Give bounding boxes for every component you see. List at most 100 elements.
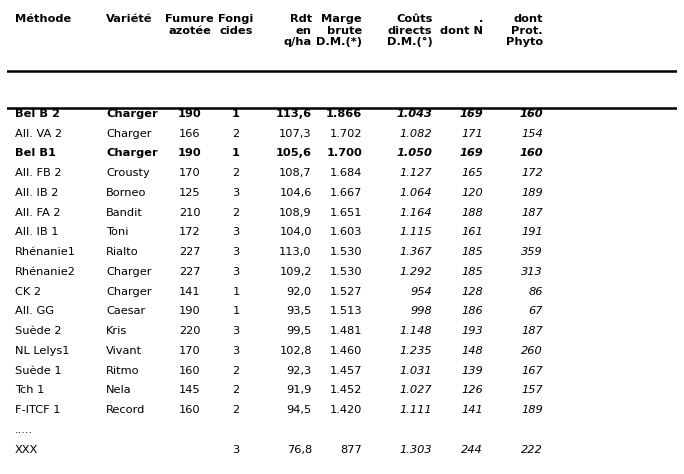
- Text: 3: 3: [233, 445, 239, 455]
- Text: 1.527: 1.527: [330, 287, 362, 297]
- Text: 102,8: 102,8: [279, 346, 312, 356]
- Text: Variété: Variété: [106, 14, 153, 24]
- Text: 165: 165: [461, 168, 483, 178]
- Text: Marge
brute
D.M.(*): Marge brute D.M.(*): [316, 14, 362, 47]
- Text: 220: 220: [179, 326, 200, 336]
- Text: 3: 3: [233, 326, 239, 336]
- Text: 169: 169: [459, 148, 483, 158]
- Text: 1.164: 1.164: [400, 208, 432, 218]
- Text: 141: 141: [179, 287, 200, 297]
- Text: XXX: XXX: [15, 445, 38, 455]
- Text: 170: 170: [179, 346, 200, 356]
- Text: Charger: Charger: [106, 148, 158, 158]
- Text: 1.235: 1.235: [400, 346, 432, 356]
- Text: 1.651: 1.651: [330, 208, 362, 218]
- Text: 109,2: 109,2: [279, 267, 312, 277]
- Text: 188: 188: [461, 208, 483, 218]
- Text: 1.481: 1.481: [330, 326, 362, 336]
- Text: 190: 190: [178, 148, 202, 158]
- Text: Fongi
cides: Fongi cides: [218, 14, 254, 36]
- Text: 1.082: 1.082: [400, 128, 432, 138]
- Text: .
dont N: . dont N: [440, 14, 483, 36]
- Text: 108,7: 108,7: [279, 168, 312, 178]
- Text: 1.603: 1.603: [330, 228, 362, 237]
- Text: Rdt
en
q/ha: Rdt en q/ha: [284, 14, 312, 47]
- Text: 92,3: 92,3: [287, 365, 312, 375]
- Text: 128: 128: [461, 287, 483, 297]
- Text: Coûts
directs
D.M.(°): Coûts directs D.M.(°): [386, 14, 432, 47]
- Text: 3: 3: [233, 247, 239, 257]
- Text: 1.460: 1.460: [330, 346, 362, 356]
- Text: 108,9: 108,9: [279, 208, 312, 218]
- Text: Bel B1: Bel B1: [15, 148, 56, 158]
- Text: 93,5: 93,5: [287, 306, 312, 316]
- Text: 113,6: 113,6: [276, 109, 312, 119]
- Text: 186: 186: [461, 306, 483, 316]
- Text: 104,6: 104,6: [280, 188, 312, 198]
- Text: 99,5: 99,5: [287, 326, 312, 336]
- Text: 1.292: 1.292: [400, 267, 432, 277]
- Text: Vivant: Vivant: [106, 346, 142, 356]
- Text: Méthode: Méthode: [15, 14, 71, 24]
- Text: 167: 167: [521, 365, 543, 375]
- Text: 120: 120: [461, 188, 483, 198]
- Text: Charger: Charger: [106, 109, 158, 119]
- Text: 3: 3: [233, 188, 239, 198]
- Text: 1.702: 1.702: [330, 128, 362, 138]
- Text: 160: 160: [519, 109, 543, 119]
- Text: Charger: Charger: [106, 267, 152, 277]
- Text: Tch 1: Tch 1: [15, 385, 44, 395]
- Text: 1.031: 1.031: [400, 365, 432, 375]
- Text: 1.457: 1.457: [330, 365, 362, 375]
- Text: 172: 172: [179, 228, 200, 237]
- Text: Charger: Charger: [106, 128, 152, 138]
- Text: 1.452: 1.452: [330, 385, 362, 395]
- Text: Rhénanie2: Rhénanie2: [15, 267, 76, 277]
- Text: All. GG: All. GG: [15, 306, 54, 316]
- Text: 227: 227: [179, 267, 200, 277]
- Text: 113,0: 113,0: [279, 247, 312, 257]
- Text: 172: 172: [521, 168, 543, 178]
- Text: 190: 190: [178, 109, 202, 119]
- Text: 1: 1: [233, 306, 239, 316]
- Text: 954: 954: [411, 287, 432, 297]
- Text: .....: .....: [15, 425, 33, 435]
- Text: Rialto: Rialto: [106, 247, 139, 257]
- Text: 160: 160: [179, 365, 200, 375]
- Text: 189: 189: [521, 188, 543, 198]
- Text: 105,6: 105,6: [276, 148, 312, 158]
- Text: All. IB 1: All. IB 1: [15, 228, 58, 237]
- Text: 94,5: 94,5: [287, 405, 312, 415]
- Text: 185: 185: [461, 267, 483, 277]
- Text: 139: 139: [461, 365, 483, 375]
- Text: 1.303: 1.303: [400, 445, 432, 455]
- Text: 1.530: 1.530: [330, 267, 362, 277]
- Text: 125: 125: [179, 188, 200, 198]
- Text: 877: 877: [341, 445, 362, 455]
- Text: 154: 154: [521, 128, 543, 138]
- Text: 185: 185: [461, 247, 483, 257]
- Text: All. FA 2: All. FA 2: [15, 208, 60, 218]
- Text: 3: 3: [233, 267, 239, 277]
- Text: 86: 86: [529, 287, 543, 297]
- Text: 1.027: 1.027: [400, 385, 432, 395]
- Text: 998: 998: [411, 306, 432, 316]
- Text: 160: 160: [519, 148, 543, 158]
- Text: 1.530: 1.530: [330, 247, 362, 257]
- Text: NL Lelys1: NL Lelys1: [15, 346, 69, 356]
- Text: F-ITCF 1: F-ITCF 1: [15, 405, 60, 415]
- Text: All. VA 2: All. VA 2: [15, 128, 62, 138]
- Text: 222: 222: [521, 445, 543, 455]
- Text: Rhénanie1: Rhénanie1: [15, 247, 76, 257]
- Text: Fumure
azotée: Fumure azotée: [166, 14, 214, 36]
- Text: 187: 187: [521, 326, 543, 336]
- Text: Suède 1: Suède 1: [15, 365, 62, 375]
- Text: 92,0: 92,0: [287, 287, 312, 297]
- Text: 2: 2: [233, 385, 239, 395]
- Text: 1.700: 1.700: [326, 148, 362, 158]
- Text: 1: 1: [232, 148, 240, 158]
- Text: 169: 169: [459, 109, 483, 119]
- Text: 193: 193: [461, 326, 483, 336]
- Text: 1: 1: [233, 287, 239, 297]
- Text: 2: 2: [233, 128, 239, 138]
